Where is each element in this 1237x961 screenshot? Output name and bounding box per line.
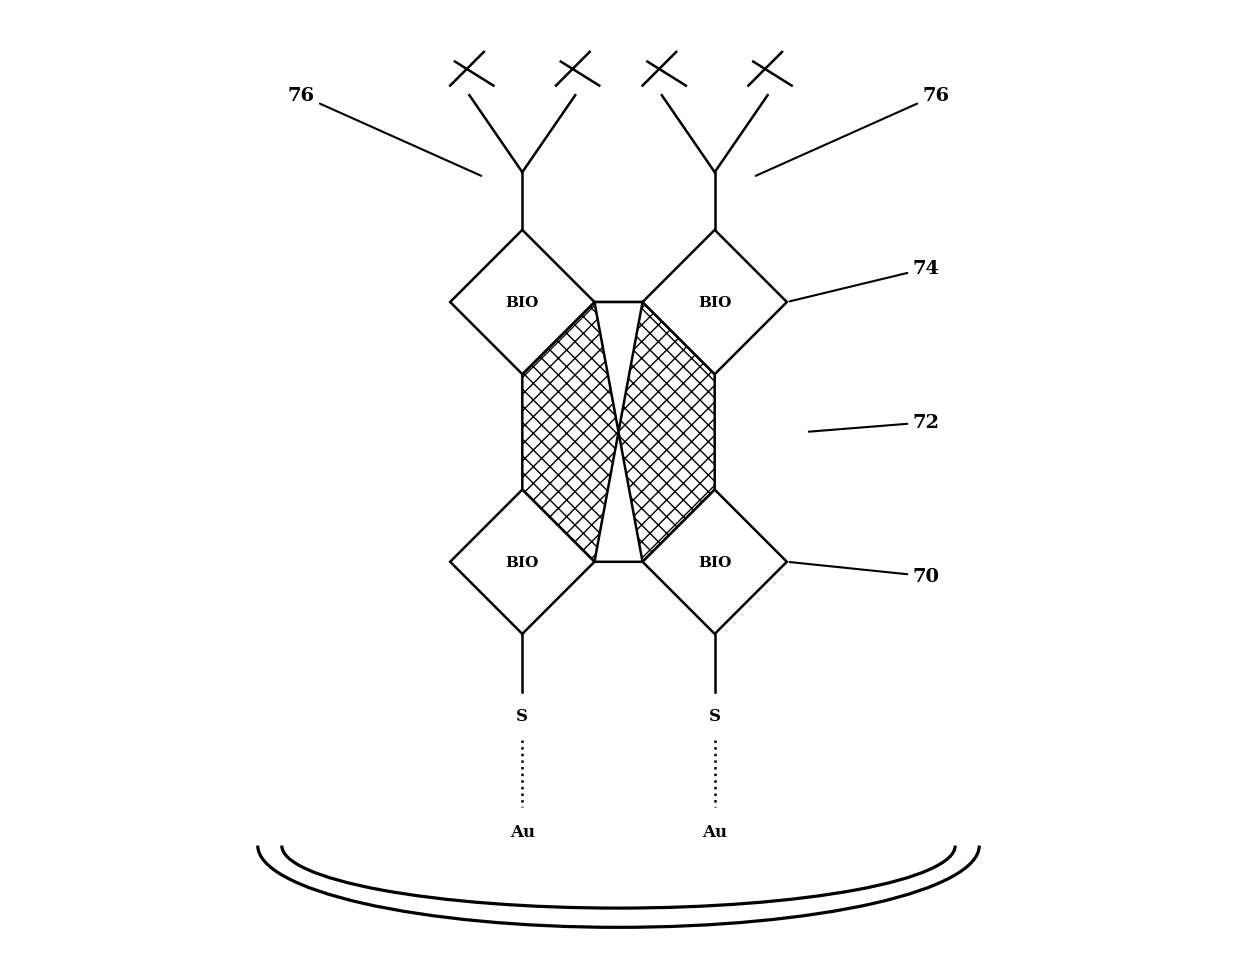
Text: 72: 72 xyxy=(809,414,940,432)
Text: S: S xyxy=(516,707,528,725)
Text: 70: 70 xyxy=(789,562,940,585)
Polygon shape xyxy=(642,490,787,634)
Polygon shape xyxy=(522,303,715,562)
Polygon shape xyxy=(595,432,642,562)
Polygon shape xyxy=(450,490,595,634)
Text: 74: 74 xyxy=(789,260,940,302)
Text: Au: Au xyxy=(703,823,727,840)
Polygon shape xyxy=(595,303,642,432)
Text: 76: 76 xyxy=(287,87,481,177)
Polygon shape xyxy=(450,231,595,375)
Text: BIO: BIO xyxy=(506,555,539,569)
Text: S: S xyxy=(709,707,721,725)
Text: Au: Au xyxy=(510,823,534,840)
Text: 76: 76 xyxy=(756,87,950,177)
Text: BIO: BIO xyxy=(698,555,731,569)
Polygon shape xyxy=(642,231,787,375)
Text: BIO: BIO xyxy=(698,296,731,309)
Text: BIO: BIO xyxy=(506,296,539,309)
